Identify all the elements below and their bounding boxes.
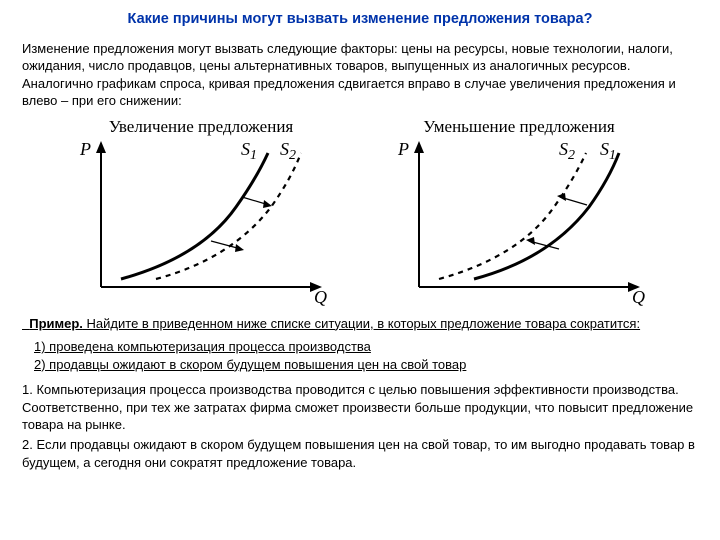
axis-p-label-2: P bbox=[397, 139, 409, 159]
chart-decrease: Уменьшение предложения P Q S2 S1 bbox=[369, 116, 669, 307]
page-title: Какие причины могут вызвать изменение пр… bbox=[22, 10, 698, 30]
s1-label-2: S bbox=[600, 139, 609, 159]
chart-increase-title: Увеличение предложения bbox=[51, 116, 351, 139]
axis-q-label-2: Q bbox=[632, 287, 645, 307]
page: Какие причины могут вызвать изменение пр… bbox=[0, 0, 720, 481]
charts-row: Увеличение предложения P Q S1 bbox=[22, 116, 698, 307]
chart-increase: Увеличение предложения P Q S1 bbox=[51, 116, 351, 307]
axis-q-label: Q bbox=[314, 287, 327, 307]
intro-paragraph: Изменение предложения могут вызвать след… bbox=[22, 40, 698, 110]
chart-decrease-title: Уменьшение предложения bbox=[369, 116, 669, 139]
answers: 1. Компьютеризация процесса производства… bbox=[22, 381, 698, 471]
example-label: Пример. bbox=[29, 316, 83, 331]
s2-label: S bbox=[280, 139, 289, 159]
s2-sub: 2 bbox=[289, 148, 296, 163]
chart-decrease-svg: P Q S2 S1 bbox=[384, 137, 654, 307]
example-text: Найдите в приведенном ниже списке ситуац… bbox=[83, 316, 640, 331]
axis-p-label: P bbox=[79, 139, 91, 159]
svg-text:S1: S1 bbox=[600, 139, 616, 163]
s1-sub: 1 bbox=[250, 148, 257, 163]
s2-label-2: S bbox=[559, 139, 568, 159]
s1-sub-2: 1 bbox=[609, 148, 616, 163]
answer-1: 1. Компьютеризация процесса производства… bbox=[22, 381, 698, 434]
s1-label: S bbox=[241, 139, 250, 159]
svg-text:S2: S2 bbox=[559, 139, 575, 163]
s2-sub-2: 2 bbox=[568, 148, 575, 163]
svg-text:S1: S1 bbox=[241, 139, 257, 163]
chart-increase-svg: P Q S1 S2 bbox=[66, 137, 336, 307]
svg-text:S2: S2 bbox=[280, 139, 296, 163]
example-block: Пример. Найдите в приведенном ниже списк… bbox=[22, 315, 698, 333]
option-2: 2) продавцы ожидают в скором будущем пов… bbox=[34, 356, 698, 374]
answer-2: 2. Если продавцы ожидают в скором будуще… bbox=[22, 436, 698, 471]
option-1: 1) проведена компьютеризация процесса пр… bbox=[34, 338, 698, 356]
